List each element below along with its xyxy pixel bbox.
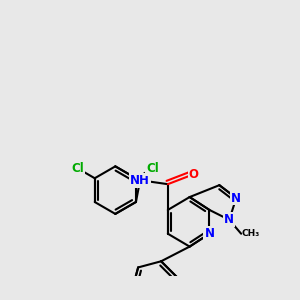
Text: N: N (231, 192, 241, 205)
Text: CH₃: CH₃ (241, 229, 260, 238)
Text: NH: NH (130, 174, 150, 187)
Text: Cl: Cl (146, 162, 159, 175)
Text: N: N (204, 227, 214, 240)
Text: N: N (224, 213, 234, 226)
Text: Cl: Cl (72, 162, 84, 175)
Text: O: O (189, 168, 199, 181)
